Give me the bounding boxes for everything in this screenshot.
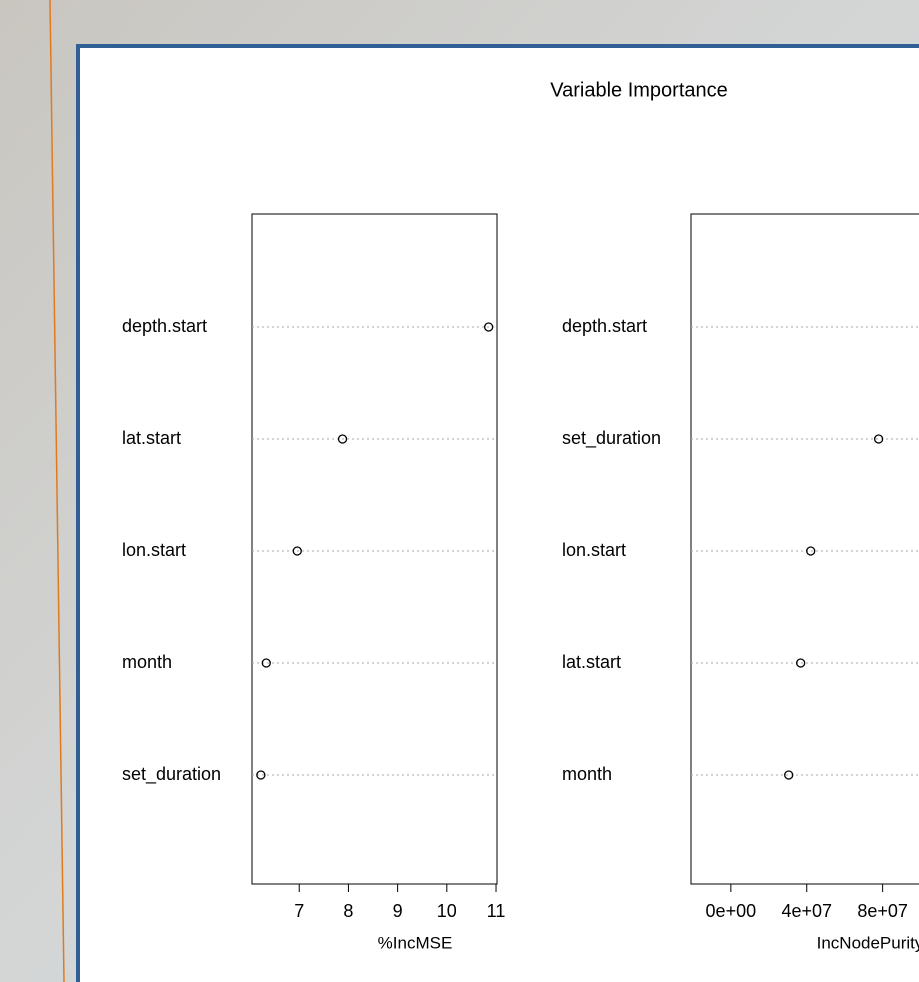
category-label: month — [122, 652, 172, 672]
category-label: set_duration — [122, 764, 221, 785]
category-label: lat.start — [562, 652, 621, 672]
chart-title: Variable Importance — [550, 79, 728, 101]
category-label: lat.start — [122, 428, 181, 448]
category-label: month — [562, 764, 612, 784]
screenshot: Variable Importance 7 8 9 10 11 %IncMSE depth.… — [0, 0, 919, 982]
page: Variable Importance 7 8 9 10 11 %IncMSE depth.… — [0, 0, 919, 982]
x-tick-label: 10 — [437, 901, 457, 921]
x-tick-label: 7 — [294, 901, 304, 921]
x-tick-label: 0e+00 — [706, 901, 757, 921]
category-label: set_duration — [562, 428, 661, 449]
x-tick-label: 4e+07 — [781, 901, 832, 921]
x-axis-label: %IncMSE — [378, 933, 453, 952]
x-tick-label: 11 — [487, 901, 506, 921]
x-tick-label: 9 — [393, 901, 403, 921]
x-tick-label: 8 — [343, 901, 353, 921]
plot-window — [78, 46, 919, 982]
category-label: depth.start — [562, 316, 647, 336]
category-label: lon.start — [562, 540, 626, 560]
category-label: depth.start — [122, 316, 207, 336]
x-tick-label: 8e+07 — [857, 901, 908, 921]
x-axis-label: IncNodePurity — [817, 933, 919, 952]
category-label: lon.start — [122, 540, 186, 560]
